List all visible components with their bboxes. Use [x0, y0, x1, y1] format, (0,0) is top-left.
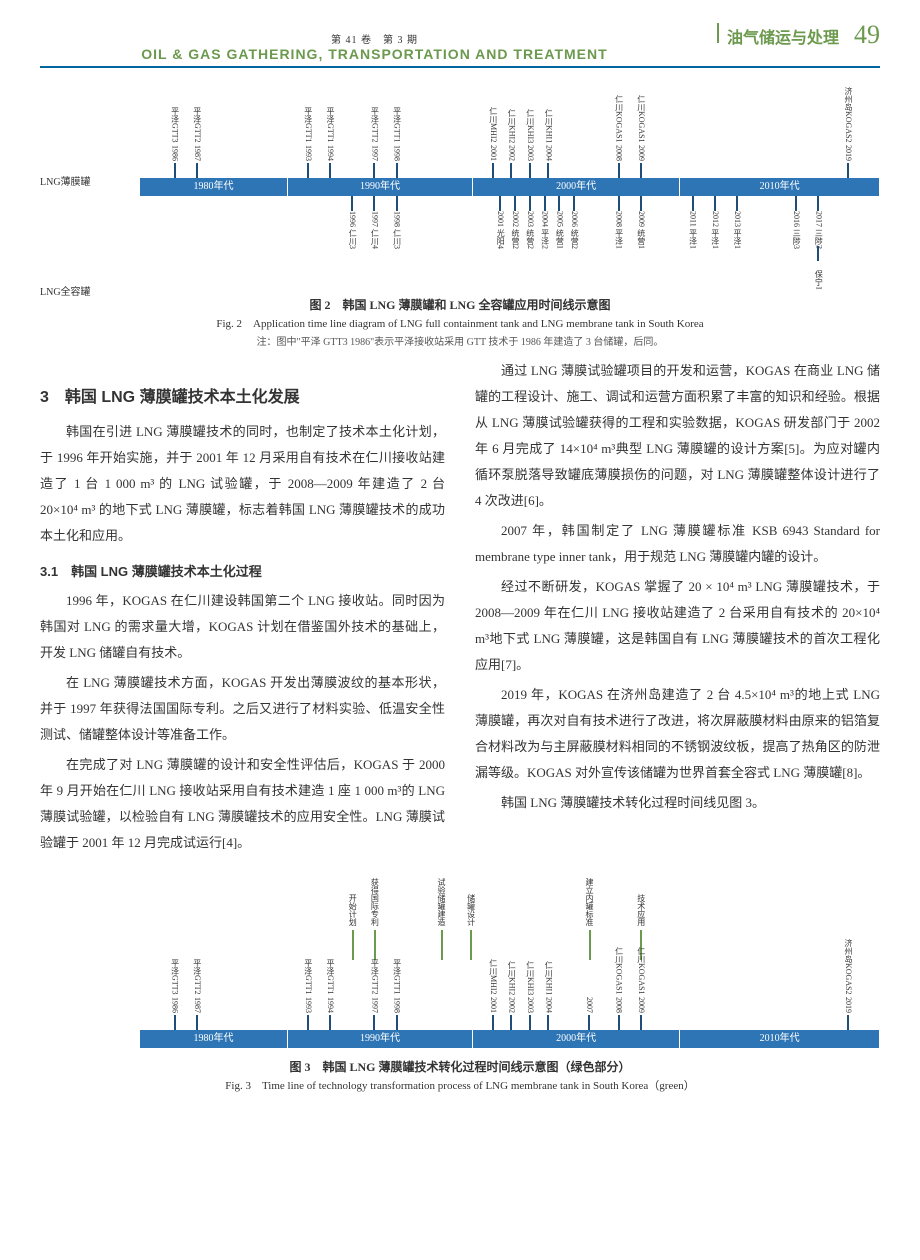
decade-segment: 1980年代: [140, 1030, 288, 1048]
timeline-event: 2005统营1: [554, 196, 564, 251]
timeline-event: 2017三陟3: [813, 196, 823, 251]
timeline-event: 平泽GTT21997: [369, 107, 379, 178]
timeline-event: 仁川KHI22002: [506, 961, 516, 1030]
timeline-event: 仁川KHI12004: [543, 109, 553, 178]
fig2-top-label: LNG薄膜罐: [40, 173, 91, 188]
timeline-event: 仁川MHI22001: [488, 107, 498, 178]
timeline-event: 济州岛KOGAS22019: [843, 939, 853, 1030]
decade-segment: 1990年代: [288, 1030, 473, 1048]
fig3-caption-cn: 图 3 韩国 LNG 薄膜罐技术转化过程时间线示意图（绿色部分）: [40, 1058, 880, 1075]
decade-segment: 2010年代: [680, 178, 880, 196]
timeline-event: 1996仁川3: [347, 196, 357, 251]
para-l3: 在 LNG 薄膜罐技术方面，KOGAS 开发出薄膜波纹的基本形状，并于 1997…: [40, 670, 445, 748]
timeline-event: 平泽GTT31986: [170, 107, 180, 178]
timeline-event: 仁川KOGAS12009: [636, 95, 646, 178]
journal-en: 第 41 卷 第 3 期 OIL & GAS GATHERING, TRANSP…: [40, 31, 709, 62]
timeline-event: 仁川KHI22002: [506, 109, 516, 178]
para-r5: 韩国 LNG 薄膜罐技术转化过程时间线见图 3。: [475, 790, 880, 816]
figure-2-timeline: LNG薄膜罐 平泽GTT31986平泽GTT21987平泽GTT11993平泽G…: [40, 88, 880, 286]
para-r1: 通过 LNG 薄膜试验罐项目的开发和运营，KOGAS 在商业 LNG 储罐的工程…: [475, 358, 880, 514]
timeline-event: 2009统营1: [636, 196, 646, 251]
timeline-event: 仁川KHI12004: [543, 961, 553, 1030]
timeline-event: 平泽GTT11993: [303, 107, 313, 178]
fig2-decade-bar: 1980年代1990年代2000年代2010年代: [140, 178, 880, 196]
volume-issue: 第 41 卷 第 3 期: [40, 31, 709, 46]
para-l4: 在完成了对 LNG 薄膜罐的设计和安全性评估后，KOGAS 于 2000 年 9…: [40, 752, 445, 856]
timeline-event: 仁川KOGAS12008: [614, 947, 624, 1030]
timeline-event: 仁川KHI32003: [525, 109, 535, 178]
fig3-blue-events: 平泽GTT31986 平泽GTT21987 平泽GTT11993 平泽GTT11994…: [140, 960, 880, 1030]
page-header: 第 41 卷 第 3 期 OIL & GAS GATHERING, TRANSP…: [40, 20, 880, 68]
timeline-event: 平泽GTT11998: [392, 107, 402, 178]
para-r3: 经过不断研发，KOGAS 掌握了 20 × 10⁴ m³ LNG 薄膜罐技术，于…: [475, 574, 880, 678]
timeline-green-event: 开始计划: [347, 894, 358, 960]
timeline-event: 平泽GTT21997: [369, 959, 379, 1030]
timeline-event: 2013平泽1: [732, 196, 742, 251]
timeline-event: 平泽GTT11993: [303, 959, 313, 1030]
timeline-event: 2003统营2: [525, 196, 535, 251]
timeline-event: 2012平泽1: [710, 196, 720, 251]
subsection-3-1: 3.1 韩国 LNG 薄膜罐技术本土化过程: [40, 561, 445, 580]
timeline-event: 2008平泽1: [614, 196, 624, 251]
timeline-event: 2002统营2: [510, 196, 520, 251]
fig2-caption-cn: 图 2 韩国 LNG 薄膜罐和 LNG 全容罐应用时间线示意图: [40, 296, 880, 313]
timeline-green-event: 储罐设计: [466, 894, 477, 960]
timeline-green-event: 获得国际专利: [369, 878, 380, 960]
timeline-event: 仁川KOGAS12009: [636, 947, 646, 1030]
figure-3-timeline: 开始计划获得国际专利试验储罐建造储罐设计建立内罐标准技术应用 平泽GTT3198…: [40, 880, 880, 1048]
decade-segment: 1990年代: [288, 178, 473, 196]
timeline-event: 1998仁川3: [392, 196, 402, 251]
fig2-bottom-label: LNG全容罐: [40, 283, 91, 298]
timeline-green-event: 试验储罐建造: [436, 878, 447, 960]
decade-segment: 2000年代: [473, 178, 680, 196]
body-columns: 3 韩国 LNG 薄膜罐技术本土化发展 韩国在引进 LNG 薄膜罐技术的同时，也…: [40, 358, 880, 860]
fig2-note: 注：图中"平泽 GTT3 1986"表示平泽接收站采用 GTT 技术于 1986…: [40, 333, 880, 348]
decade-segment: 1980年代: [140, 178, 288, 196]
timeline-event: 1997仁川4: [369, 196, 379, 251]
header-divider: [717, 23, 719, 43]
timeline-event: 2006统营2: [569, 196, 579, 251]
fig2-caption-en: Fig. 2 Application time line diagram of …: [40, 315, 880, 331]
timeline-event: 2004平泽2: [540, 196, 550, 251]
para-r4: 2019 年，KOGAS 在济州岛建造了 2 台 4.5×10⁴ m³的地上式 …: [475, 682, 880, 786]
timeline-event: 仁川KOGAS12008: [614, 95, 624, 178]
timeline-event: 济州岛KOGAS22019: [843, 87, 853, 178]
para-l2: 1996 年，KOGAS 在仁川建设韩国第二个 LNG 接收站。同时因为韩国对 …: [40, 588, 445, 666]
fig2-top-events: 平泽GTT31986 平泽GTT21987 平泽GTT11993 平泽GTT11994…: [140, 88, 880, 178]
timeline-event: 平泽GTT11994: [325, 107, 335, 178]
timeline-event: 2001光阳4: [495, 196, 505, 251]
fig3-green-events: 开始计划获得国际专利试验储罐建造储罐设计建立内罐标准技术应用: [140, 880, 880, 960]
decade-segment: 2010年代: [680, 1030, 880, 1048]
section-3-title: 3 韩国 LNG 薄膜罐技术本土化发展: [40, 383, 445, 407]
fig2-bottom-events: 1996仁川3 1997仁川4 1998仁川3 2001光阳4 2002统营2 2003统…: [140, 196, 880, 286]
journal-cn: 油气储运与处理: [727, 24, 839, 48]
para-l1: 韩国在引进 LNG 薄膜罐技术的同时，也制定了技术本土化计划，于 1996 年开…: [40, 419, 445, 549]
timeline-event: 仁川MHI22001: [488, 959, 498, 1030]
timeline-green-event: 建立内罐标准: [584, 878, 595, 960]
para-r2: 2007 年，韩国制定了 LNG 薄膜罐标准 KSB 6943 Standard…: [475, 518, 880, 570]
timeline-event: 2016三陟3: [791, 196, 801, 251]
left-column: 3 韩国 LNG 薄膜罐技术本土化发展 韩国在引进 LNG 薄膜罐技术的同时，也…: [40, 358, 445, 860]
right-column: 通过 LNG 薄膜试验罐项目的开发和运营，KOGAS 在商业 LNG 储罐的工程…: [475, 358, 880, 860]
page-number: 49: [854, 20, 880, 50]
timeline-event: 平泽GTT21987: [192, 959, 202, 1030]
fig3-caption-en: Fig. 3 Time line of technology transform…: [40, 1077, 880, 1093]
fig3-decade-bar: 1980年代1990年代2000年代2010年代: [140, 1030, 880, 1048]
timeline-event: 2007: [584, 988, 594, 1030]
timeline-event: 保宁1: [813, 246, 823, 292]
timeline-event: 平泽GTT11998: [392, 959, 402, 1030]
timeline-event: 平泽GTT21987: [192, 107, 202, 178]
timeline-event: 平泽GTT11994: [325, 959, 335, 1030]
timeline-event: 仁川KHI32003: [525, 961, 535, 1030]
decade-segment: 2000年代: [473, 1030, 680, 1048]
timeline-event: 平泽GTT31986: [170, 959, 180, 1030]
timeline-event: 2011平泽1: [688, 196, 698, 251]
